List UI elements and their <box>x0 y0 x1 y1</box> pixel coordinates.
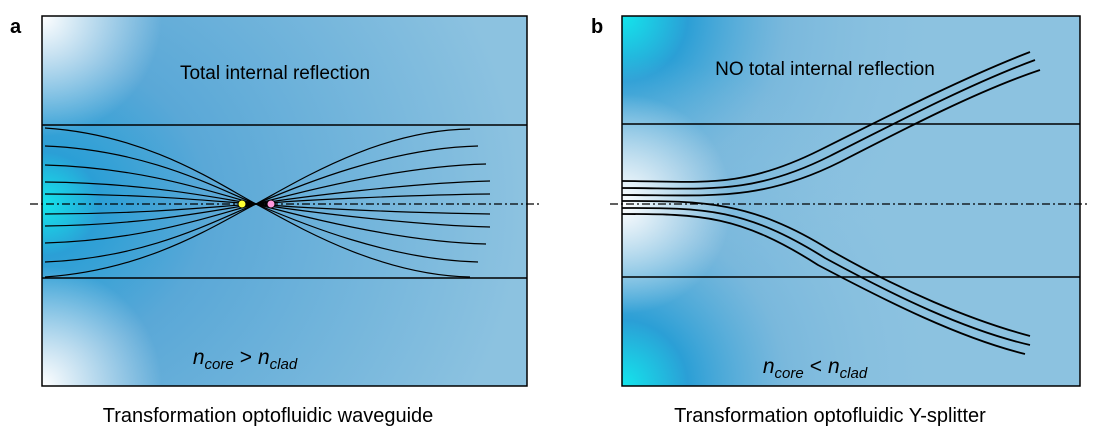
symbol: n <box>828 355 840 378</box>
subscript: clad <box>840 365 868 382</box>
panel-b: b NO total internal reflection ncore<ncl… <box>591 16 1090 427</box>
panel-a: a Total internal reflection ncore>nclad … <box>10 16 540 427</box>
operator: < <box>810 355 822 378</box>
subscript: core <box>775 365 804 382</box>
subscript: core <box>205 356 234 373</box>
focus-dot <box>267 200 275 208</box>
symbol: n <box>193 346 205 369</box>
symbol: n <box>258 346 270 369</box>
panel-label: b <box>591 16 603 38</box>
panel-label: a <box>10 16 22 38</box>
operator: > <box>240 346 252 369</box>
focus-dot <box>238 200 246 208</box>
symbol: n <box>763 355 775 378</box>
subscript: clad <box>270 356 298 373</box>
caption: Transformation optofluidic waveguide <box>103 405 434 427</box>
caption: Transformation optofluidic Y-splitter <box>674 405 986 427</box>
figure: a Total internal reflection ncore>nclad … <box>0 0 1097 430</box>
annotation: Total internal reflection <box>180 63 370 84</box>
annotation: NO total internal reflection <box>715 59 935 80</box>
